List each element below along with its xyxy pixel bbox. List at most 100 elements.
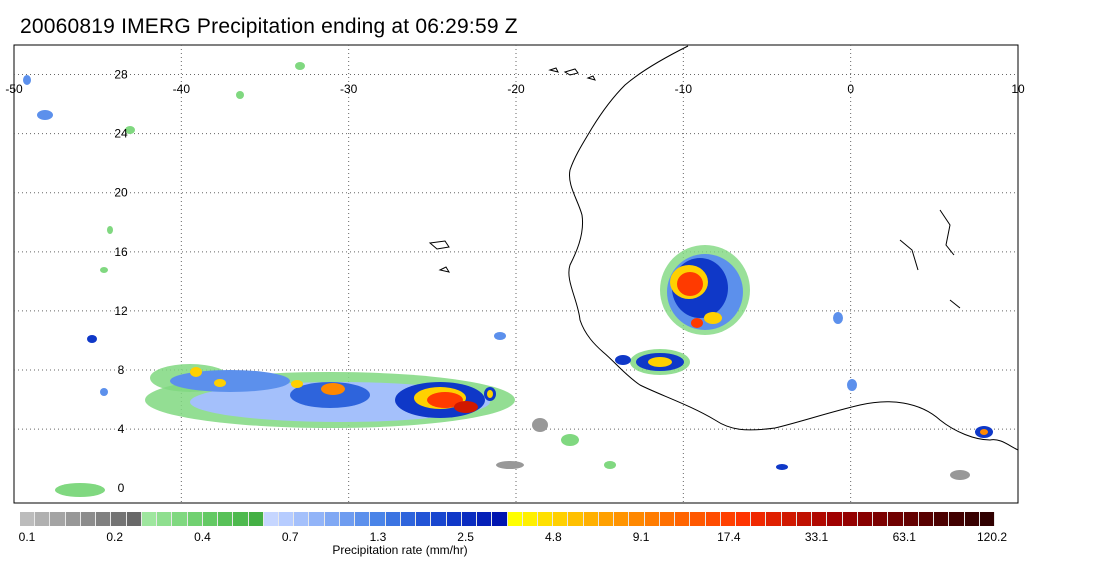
colorbar-swatch <box>766 512 782 526</box>
rain-band-moderate <box>290 382 370 408</box>
precipitation-colorbar <box>20 512 995 526</box>
storm-cell <box>776 464 788 470</box>
colorbar-swatch <box>918 512 935 526</box>
storm-core <box>677 272 703 296</box>
colorbar-swatch <box>659 512 676 526</box>
colorbar-swatch <box>675 512 691 526</box>
river-lines <box>899 209 961 309</box>
rain-core <box>291 380 303 388</box>
colorbar-swatch <box>842 512 858 526</box>
colorbar-tick-label: 2.5 <box>457 530 474 544</box>
colorbar-swatch <box>522 512 538 526</box>
axis-tick-labels: -50 -40 -30 -20 -10 0 10 0 4 8 12 16 20 24 28 <box>5 68 1025 496</box>
colorbar-tick-label: 17.4 <box>717 530 741 544</box>
rain-speck <box>604 461 616 469</box>
rain-speck <box>496 461 524 469</box>
colorbar-swatch <box>339 512 356 526</box>
rain-band-moderate <box>170 370 290 392</box>
storm-core <box>704 312 722 324</box>
rain-speck <box>37 110 53 120</box>
colorbar-swatch <box>35 512 51 526</box>
colorbar-swatch <box>431 512 447 526</box>
rain-speck <box>125 126 135 134</box>
rain-speck <box>295 62 305 70</box>
rain-core <box>321 383 345 395</box>
colorbar-swatch <box>964 512 980 526</box>
colorbar-swatch <box>248 512 264 526</box>
coastline <box>428 45 1019 451</box>
rain-core <box>427 392 463 408</box>
colorbar-swatch <box>614 512 630 526</box>
storm-cell-core <box>648 357 672 367</box>
lon-tick-label: -10 <box>675 82 693 96</box>
colorbar-swatch <box>644 512 660 526</box>
colorbar-swatch <box>233 512 249 526</box>
storm-cell <box>847 379 857 391</box>
colorbar-swatch <box>629 512 645 526</box>
colorbar-swatch <box>218 512 234 526</box>
lat-tick-label: 12 <box>114 304 128 318</box>
colorbar-tick-label: 4.8 <box>545 530 562 544</box>
lat-tick-label: 16 <box>114 245 128 259</box>
colorbar-swatch <box>537 512 554 526</box>
colorbar-swatch <box>141 512 158 526</box>
colorbar-swatch <box>568 512 584 526</box>
rain-speck <box>100 388 108 396</box>
colorbar-tick-label: 33.1 <box>804 530 829 544</box>
map-title: 20060819 IMERG Precipitation ending at 0… <box>20 15 518 38</box>
colorbar-swatch <box>720 512 737 526</box>
storm-cell <box>833 312 843 324</box>
lon-tick-label: -20 <box>507 82 525 96</box>
colorbar-swatch <box>126 512 142 526</box>
colorbar-swatch <box>461 512 478 526</box>
colorbar-tick-label: 0.2 <box>106 530 124 544</box>
colorbar-swatch <box>446 512 462 526</box>
colorbar-swatch <box>781 512 797 526</box>
storm-core <box>691 318 703 328</box>
island-coastline <box>548 67 596 81</box>
colorbar-swatch <box>583 512 599 526</box>
colorbar-tick-label: 0.7 <box>281 530 299 544</box>
lon-tick-label: 0 <box>847 82 854 96</box>
colorbar-swatch <box>857 512 874 526</box>
colorbar-swatch <box>355 512 371 526</box>
colorbar-swatch <box>477 512 493 526</box>
rain-speck <box>107 226 113 234</box>
colorbar-swatch <box>385 512 401 526</box>
colorbar-swatch <box>873 512 889 526</box>
colorbar-swatch <box>827 512 843 526</box>
lat-tick-label: 4 <box>118 422 125 436</box>
lon-tick-label: -50 <box>5 82 23 96</box>
colorbar-swatch <box>796 512 813 526</box>
colorbar-swatch <box>736 512 752 526</box>
colorbar-swatch <box>507 512 523 526</box>
colorbar-swatch <box>949 512 965 526</box>
colorbar-swatch <box>80 512 97 526</box>
colorbar-swatch <box>294 512 310 526</box>
rain-speck <box>950 470 970 480</box>
colorbar-swatch <box>187 512 203 526</box>
colorbar-swatch <box>812 512 828 526</box>
rain-speck <box>236 91 244 99</box>
colorbar-swatch <box>50 512 66 526</box>
lon-tick-label: -40 <box>173 82 191 96</box>
colorbar-swatch <box>324 512 340 526</box>
lon-tick-label: -30 <box>340 82 358 96</box>
colorbar-swatch <box>278 512 295 526</box>
rain-speck <box>100 267 108 273</box>
rain-speck <box>87 335 97 343</box>
colorbar-swatch <box>65 512 81 526</box>
colorbar-swatch <box>263 512 279 526</box>
lat-tick-label: 20 <box>114 186 128 200</box>
colorbar-swatch <box>598 512 615 526</box>
colorbar-title: Precipitation rate (mm/hr) <box>332 543 468 557</box>
storm-cell <box>615 355 631 365</box>
colorbar-swatch <box>888 512 904 526</box>
storm-cell-core <box>980 429 988 435</box>
colorbar-swatch <box>690 512 706 526</box>
rain-speck <box>561 434 579 446</box>
colorbar-tick-label: 0.1 <box>18 530 36 544</box>
precipitation-cells <box>23 62 993 497</box>
colorbar-tick-label: 0.4 <box>194 530 211 544</box>
lat-tick-label: 28 <box>114 68 128 82</box>
